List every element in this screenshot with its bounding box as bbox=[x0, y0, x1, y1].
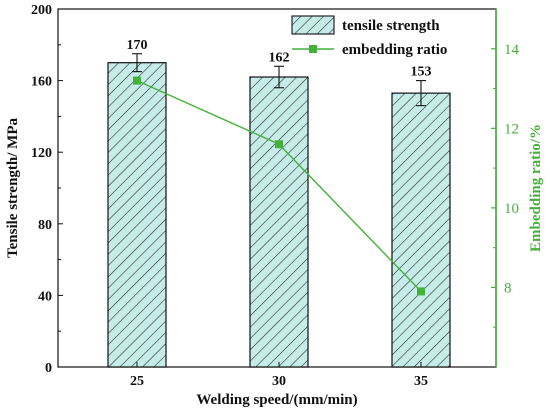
right-tick-label: 12 bbox=[504, 121, 519, 137]
bottom-tick-label: 30 bbox=[272, 374, 286, 389]
right-tick-label: 10 bbox=[504, 201, 519, 217]
left-tick-label: 40 bbox=[38, 289, 52, 304]
left-tick-label: 200 bbox=[31, 3, 52, 18]
bar-data-label: 162 bbox=[269, 50, 290, 65]
line-point-embedding-ratio bbox=[275, 140, 283, 149]
bar-data-label: 153 bbox=[411, 65, 432, 80]
left-tick-label: 80 bbox=[38, 218, 52, 233]
bar-tensile-strength bbox=[107, 62, 167, 368]
line-point-embedding-ratio bbox=[133, 76, 141, 85]
left-tick-label: 160 bbox=[31, 75, 52, 90]
right-tick-label: 8 bbox=[504, 280, 512, 296]
legend-marker-embedding-ratio bbox=[309, 45, 317, 53]
bottom-tick-label: 35 bbox=[414, 374, 428, 389]
bar-tensile-strength bbox=[249, 76, 309, 368]
y-axis-title: Tensile strength/ MPa bbox=[5, 118, 21, 259]
left-tick-label: 120 bbox=[31, 146, 52, 161]
right-tick-label: 14 bbox=[504, 42, 520, 58]
x-axis-title: Welding speed/(mm/min) bbox=[196, 392, 357, 408]
bar-data-label: 170 bbox=[127, 38, 148, 53]
legend-label-tensile-strength: tensile strength bbox=[342, 18, 440, 34]
left-tick-label: 0 bbox=[45, 361, 52, 376]
line-point-embedding-ratio bbox=[417, 287, 425, 296]
y2-axis-title: Embedding ratio/% bbox=[528, 124, 544, 252]
legend-swatch-tensile-strength bbox=[291, 15, 335, 35]
legend-label-embedding-ratio: embedding ratio bbox=[342, 42, 447, 58]
bar-tensile-strength bbox=[391, 92, 451, 368]
bottom-tick-label: 25 bbox=[130, 374, 144, 389]
